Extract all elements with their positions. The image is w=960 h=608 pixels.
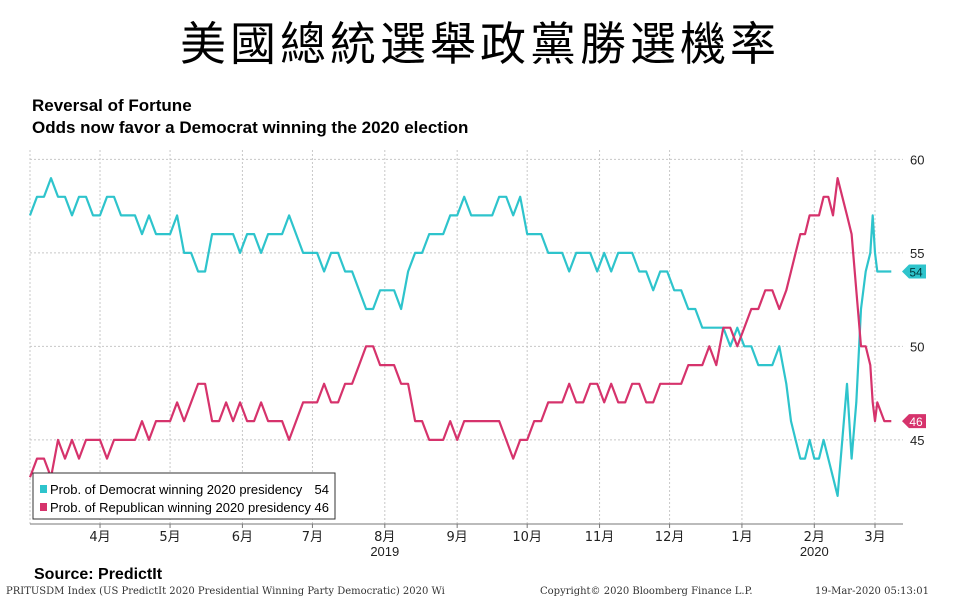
legend: Prob. of Democrat winning 2020 presidenc…	[32, 472, 336, 520]
x-tick-label: 8月	[374, 530, 395, 545]
x-tick-label: 2月	[804, 530, 825, 545]
chart-subtitle: Odds now favor a Democrat winning the 20…	[32, 118, 469, 137]
x-tick-label: 7月	[302, 530, 323, 545]
x-tick-label: 4月	[89, 530, 110, 545]
legend-label-democrat: Prob. of Democrat winning 2020 presidenc…	[50, 482, 303, 497]
x-tick-label: 9月	[447, 530, 468, 545]
banner-title: 美國總統選舉政黨勝選機率	[180, 17, 780, 71]
line-chart: 4月 5月 6月 7月 8月 9月 10月 11月 12月 1月 2月 3月 2019 2020 45 50…	[28, 150, 926, 559]
last-value-labels: 54 46	[902, 264, 926, 429]
last-value-label-democrat: 54	[909, 266, 923, 280]
series-line-republican	[28, 176, 892, 479]
y-tick-label: 55	[910, 246, 924, 261]
legend-box	[32, 472, 336, 520]
x-year-label: 2019	[370, 544, 399, 559]
x-year-label: 2020	[800, 544, 829, 559]
x-tick-label: 10月	[512, 530, 542, 545]
y-tick-label: 60	[910, 152, 924, 167]
y-axis: 45 50 55 60	[910, 152, 924, 448]
x-tick-label: 5月	[159, 530, 180, 545]
last-value-flag-republican	[902, 414, 926, 429]
chart-title: Reversal of Fortune	[32, 96, 192, 115]
legend-swatch-democrat	[40, 485, 47, 493]
x-axis: 4月 5月 6月 7月 8月 9月 10月 11月 12月 1月 2月 3月 2019 2020	[89, 524, 886, 559]
footer-copyright: Copyright© 2020 Bloomberg Finance L.P.	[540, 586, 753, 597]
x-tick-label: 11月	[585, 530, 615, 545]
footer-index: PRITUSDM Index (US PredictIt 2020 Presid…	[6, 586, 445, 597]
footer-timestamp: 19-Mar-2020 05:13:01	[815, 586, 930, 597]
last-value-label-republican: 46	[909, 415, 923, 429]
series-lines	[28, 176, 892, 497]
x-tick-label: 6月	[232, 530, 253, 545]
legend-label-republican: Prob. of Republican winning 2020 preside…	[50, 500, 311, 515]
source-note: Source: PredictIt	[34, 566, 163, 583]
x-tick-label: 1月	[731, 530, 752, 545]
x-tick-label: 3月	[864, 530, 885, 545]
legend-value-democrat: 54	[315, 482, 329, 497]
series-line-democrat	[28, 176, 892, 497]
y-tick-label: 45	[910, 433, 924, 448]
grid	[29, 150, 903, 524]
last-value-flag-democrat	[902, 264, 926, 279]
legend-value-republican: 46	[315, 500, 329, 515]
legend-swatch-republican	[40, 503, 47, 511]
x-tick-label: 12月	[655, 530, 685, 545]
y-tick-label: 50	[910, 339, 924, 354]
